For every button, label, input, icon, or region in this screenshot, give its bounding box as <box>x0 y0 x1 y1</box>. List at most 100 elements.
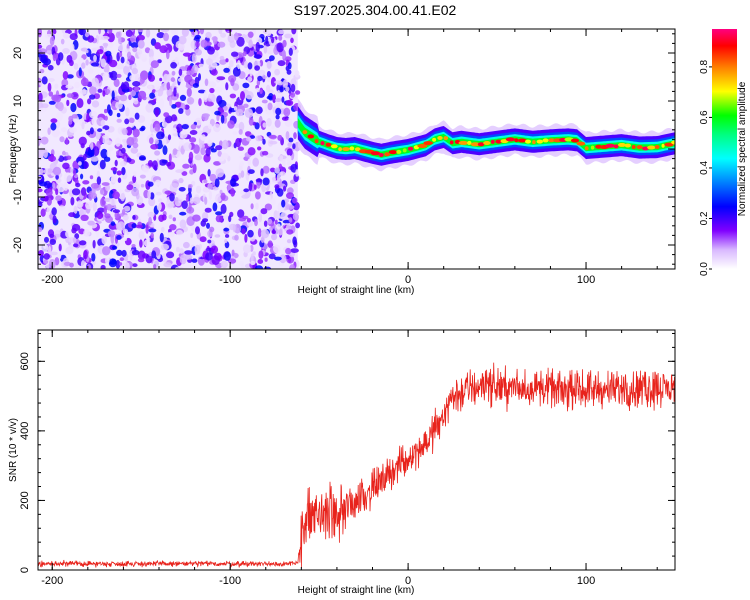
noise-speckle <box>168 153 172 163</box>
noise-speckle <box>156 202 162 211</box>
colorbar-tick-label: 0.2 <box>699 211 710 225</box>
ridge-peak <box>542 138 549 143</box>
ridge-peak <box>370 151 381 156</box>
noise-speckle <box>82 180 90 185</box>
noise-speckle <box>101 182 110 186</box>
noise-speckle <box>55 174 59 180</box>
noise-speckle <box>90 182 100 189</box>
noise-speckle <box>285 204 295 211</box>
x-tick-label: -100 <box>219 575 241 587</box>
noise-speckle <box>208 93 213 98</box>
noise-speckle <box>161 226 165 233</box>
noise-speckle <box>112 209 120 214</box>
noise-speckle <box>227 33 235 44</box>
noise-speckle <box>104 115 108 121</box>
noise-speckle <box>246 218 251 223</box>
noise-speckle <box>51 207 57 216</box>
colorbar: 0.0 0.2 0.4 0.6 0.8 Normalized spectral ampl… <box>699 29 748 276</box>
noise-speckle <box>119 257 125 262</box>
noise-speckle <box>139 239 143 248</box>
noise-speckle <box>170 127 178 134</box>
noise-speckle <box>175 246 180 253</box>
ridge-peak <box>470 142 480 147</box>
ridge-peak <box>467 140 472 145</box>
noise-speckle <box>260 168 264 177</box>
noise-speckle <box>89 127 94 135</box>
y-tick-label: -10 <box>12 189 24 205</box>
noise-speckle <box>195 226 200 235</box>
noise-speckle <box>210 245 219 254</box>
noise-speckle <box>73 243 79 248</box>
noise-speckle <box>134 112 140 120</box>
noise-speckle <box>198 89 206 94</box>
noise-speckle <box>70 196 75 206</box>
ridge-peak <box>624 143 631 148</box>
noise-speckle <box>119 207 123 214</box>
noise-speckle <box>283 107 291 117</box>
noise-speckle <box>233 123 240 128</box>
noise-speckle <box>211 36 218 42</box>
noise-speckle <box>242 82 250 89</box>
ridge-peak <box>432 137 437 142</box>
noise-speckle <box>86 130 91 136</box>
noise-speckle <box>132 47 138 53</box>
snr-marks <box>38 362 675 568</box>
noise-speckle <box>182 163 190 169</box>
noise-speckle <box>208 81 217 88</box>
noise-speckle <box>282 39 287 48</box>
noise-speckle <box>287 142 293 148</box>
noise-speckle <box>117 43 126 52</box>
noise-speckle <box>261 99 268 104</box>
noise-speckle <box>253 184 257 190</box>
noise-speckle <box>45 189 53 197</box>
noise-speckle <box>106 203 112 211</box>
noise-speckle <box>78 67 82 77</box>
noise-speckle <box>247 62 253 70</box>
noise-speckle <box>188 202 192 212</box>
noise-speckle <box>125 60 130 67</box>
noise-speckle <box>263 220 268 227</box>
noise-speckle <box>71 114 79 119</box>
noise-speckle <box>190 232 194 238</box>
noise-speckle <box>74 81 80 89</box>
noise-speckle <box>117 221 125 231</box>
noise-speckle <box>38 44 43 49</box>
noise-speckle <box>131 249 140 256</box>
noise-speckle <box>43 259 49 265</box>
noise-speckle <box>48 78 55 82</box>
x-tick-label: 100 <box>577 575 595 587</box>
noise-speckle <box>206 222 210 229</box>
noise-speckle <box>73 205 78 214</box>
noise-speckle <box>78 136 87 146</box>
noise-speckle <box>214 178 220 188</box>
noise-speckle <box>241 228 246 235</box>
noise-speckle <box>295 90 301 95</box>
noise-speckle <box>184 250 193 255</box>
noise-speckle <box>106 150 111 158</box>
noise-speckle <box>69 43 75 52</box>
noise-speckle <box>123 65 130 75</box>
noise-speckle <box>63 181 69 191</box>
noise-speckle <box>58 52 64 61</box>
noise-speckle <box>120 193 125 202</box>
ridge-peak <box>661 143 665 148</box>
ridge-peak <box>490 139 495 144</box>
noise-speckle <box>239 160 244 167</box>
ridge-band <box>297 114 675 160</box>
noise-speckle <box>96 176 102 185</box>
colorbar-tick-label: 0.6 <box>699 110 710 124</box>
ridge-peak <box>354 147 361 152</box>
noise-speckle <box>179 94 187 101</box>
noise-speckle <box>181 124 189 130</box>
noise-speckle <box>132 215 136 220</box>
noise-speckle <box>171 70 176 76</box>
noise-speckle <box>79 240 87 246</box>
noise-speckle <box>160 29 170 33</box>
x-tick-label: 100 <box>577 274 595 286</box>
noise-speckle <box>81 187 87 196</box>
snr-axes: -200 -100 0 100 0 200 400 600 <box>19 330 675 587</box>
noise-speckle <box>275 107 282 116</box>
noise-speckle <box>177 77 184 82</box>
noise-speckle <box>55 188 59 196</box>
noise-speckle <box>166 81 171 91</box>
